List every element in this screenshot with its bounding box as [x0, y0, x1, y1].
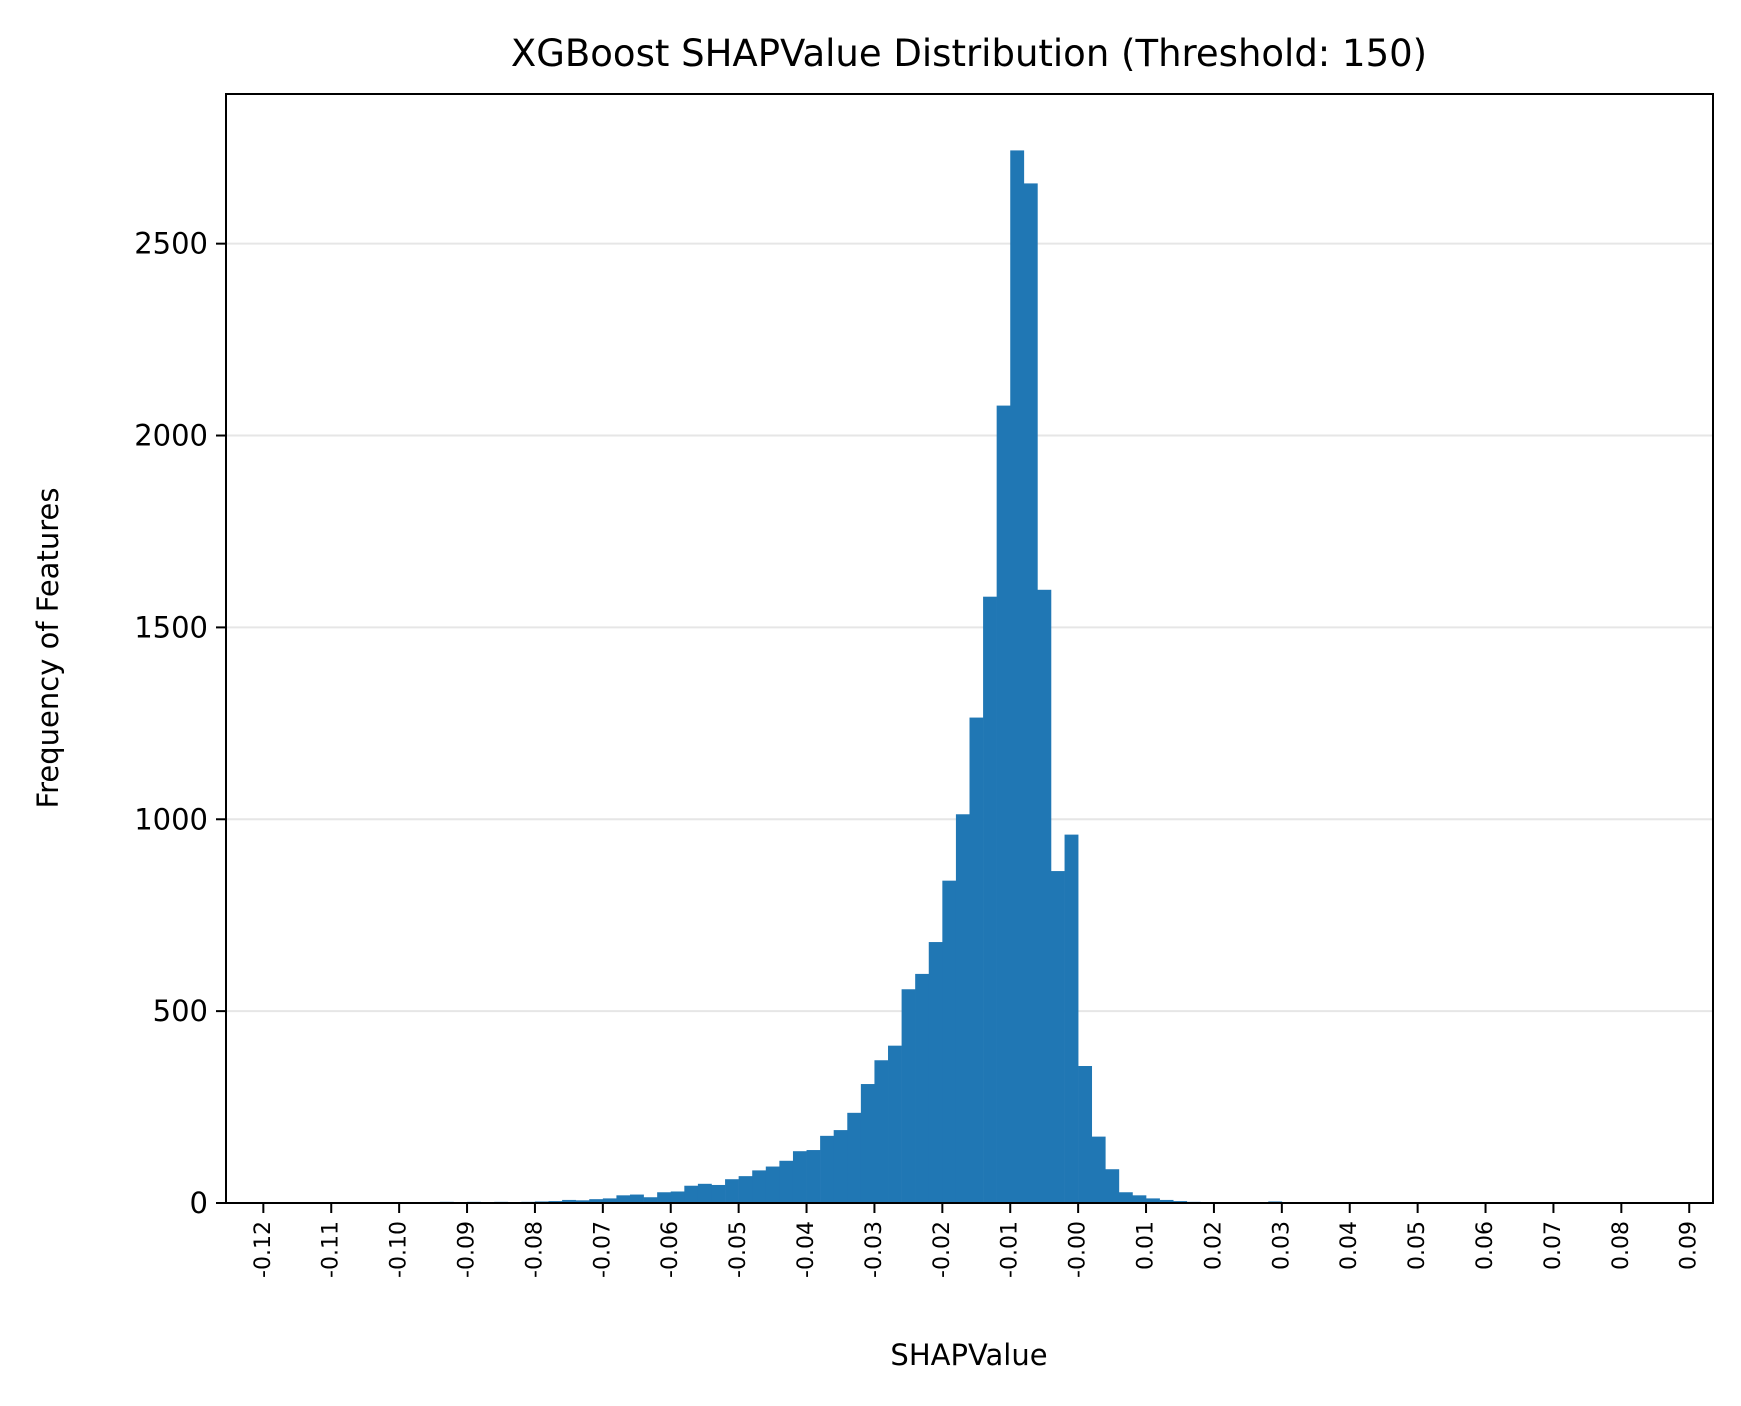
histogram-bar — [820, 1135, 835, 1203]
histogram-bar — [942, 880, 957, 1203]
histogram-bar — [697, 1183, 712, 1203]
x-tick-label: 0.08 — [1609, 1221, 1634, 1270]
histogram-bar — [684, 1185, 699, 1203]
histogram-bar — [725, 1179, 739, 1203]
x-tick-label: -0.03 — [862, 1221, 887, 1278]
histogram-bar — [1091, 1136, 1106, 1203]
histogram-bar — [765, 1166, 780, 1203]
histogram-bar — [562, 1199, 576, 1203]
histogram-bar — [711, 1184, 726, 1203]
histogram-bar — [752, 1170, 767, 1203]
y-axis-label: Frequency of Features — [31, 488, 65, 809]
x-tick-label: -0.11 — [319, 1221, 344, 1278]
y-tick-label: 2500 — [134, 227, 208, 261]
x-tick-label: 0.06 — [1473, 1221, 1498, 1270]
histogram-bar — [955, 814, 970, 1203]
x-axis: -0.12 -0.11 -0.10 -0.09 -0.08 -0.07 -0.06 -0.05… — [251, 1203, 1702, 1278]
histogram-bar — [1010, 150, 1025, 1204]
histogram-bar — [1159, 1199, 1174, 1203]
histogram-bar — [833, 1130, 848, 1203]
histogram-bar — [901, 989, 916, 1203]
histogram-bar — [1037, 589, 1052, 1203]
histogram-bar — [779, 1160, 794, 1203]
histogram-bar — [1132, 1195, 1147, 1203]
x-tick-label: -0.07 — [590, 1221, 615, 1278]
x-tick-label: -0.02 — [930, 1221, 955, 1278]
histogram-bar — [1064, 834, 1079, 1203]
plot-frame — [225, 93, 1714, 1204]
histogram-bar — [792, 1151, 807, 1203]
histogram-bar — [630, 1194, 644, 1203]
histogram-bar — [575, 1200, 590, 1203]
histogram-bar — [888, 1045, 902, 1203]
y-tick-label: 0 — [190, 1186, 208, 1220]
histogram-bar — [616, 1195, 631, 1203]
x-tick-label: 0.02 — [1201, 1221, 1226, 1270]
x-tick-label: -0.09 — [455, 1221, 480, 1278]
x-tick-label: -0.12 — [251, 1221, 276, 1278]
histogram-bar — [1105, 1169, 1120, 1203]
histogram-bar — [847, 1112, 862, 1203]
histogram-bar — [1050, 871, 1065, 1203]
histogram-bar — [860, 1084, 875, 1203]
y-tick-label: 1000 — [134, 802, 208, 836]
histogram-bar — [1023, 183, 1038, 1204]
x-tick-label: 0.01 — [1134, 1221, 1159, 1270]
histogram-bar — [738, 1176, 753, 1203]
x-tick-label: 0.05 — [1405, 1221, 1430, 1270]
bars-layer — [439, 150, 1310, 1204]
histogram-bar — [602, 1198, 617, 1203]
x-tick-label: 0.09 — [1677, 1221, 1702, 1270]
y-tick-label: 2000 — [134, 419, 208, 453]
x-tick-label: -0.06 — [658, 1221, 683, 1278]
y-axis: 0 500 1000 1500 2000 2500 — [134, 227, 226, 1220]
x-tick-label: 0.03 — [1269, 1221, 1294, 1270]
histogram-bar — [1146, 1198, 1160, 1203]
x-tick-label: -0.00 — [1066, 1221, 1091, 1278]
x-axis-label: SHAPValue — [890, 1338, 1047, 1372]
x-tick-label: -0.01 — [998, 1221, 1023, 1278]
x-tick-label: 0.04 — [1337, 1221, 1362, 1270]
histogram-bar — [657, 1192, 672, 1203]
histogram-bar — [643, 1197, 658, 1203]
histogram-bar — [670, 1191, 685, 1203]
histogram-bar — [928, 942, 943, 1203]
x-tick-label: 0.07 — [1541, 1221, 1566, 1270]
histogram-bar — [1118, 1192, 1133, 1203]
histogram-bar — [589, 1199, 604, 1203]
histogram-bar — [996, 405, 1011, 1203]
histogram-bar — [874, 1060, 889, 1203]
x-tick-label: -0.04 — [794, 1221, 819, 1278]
x-tick-label: -0.05 — [726, 1221, 751, 1278]
histogram-bar — [969, 717, 984, 1203]
chart-title: XGBoost SHAPValue Distribution (Threshol… — [511, 32, 1427, 75]
histogram-bar — [806, 1150, 821, 1203]
y-tick-label: 1500 — [134, 610, 208, 644]
histogram-bar — [915, 973, 930, 1203]
histogram-bar — [1078, 1066, 1093, 1203]
x-tick-label: -0.10 — [387, 1221, 412, 1278]
y-tick-label: 500 — [153, 994, 208, 1028]
x-tick-label: -0.08 — [522, 1221, 547, 1278]
histogram-bar — [983, 596, 997, 1203]
